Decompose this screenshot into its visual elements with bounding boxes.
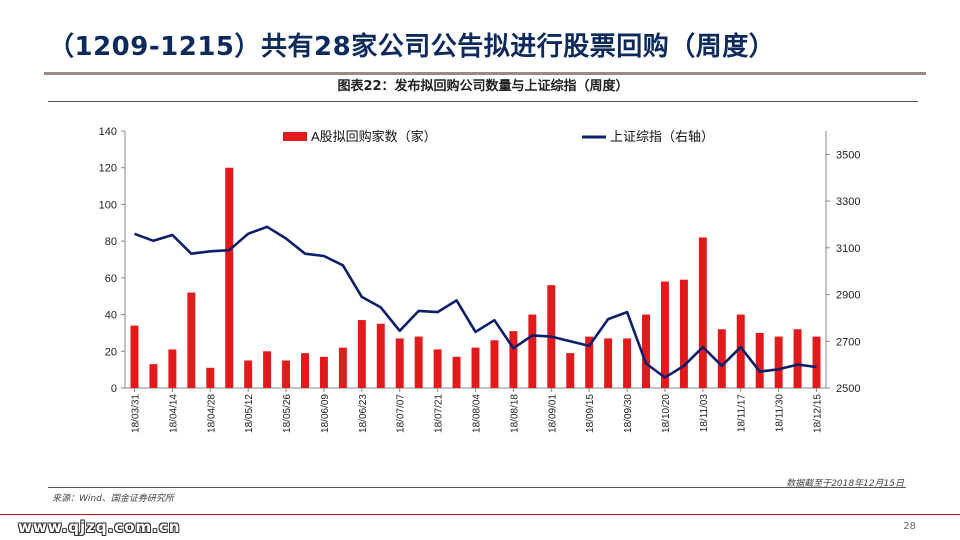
x-tick-label: 18/03/31 [130,394,141,433]
left-y-tick-label: 60 [105,273,117,285]
x-tick-label: 18/11/03 [699,394,710,433]
bar [509,331,518,388]
bar [755,332,764,388]
right-y-tick-label: 3100 [836,243,860,255]
right-y-tick-label: 2500 [836,383,860,395]
bar [357,320,366,388]
bar [263,351,272,388]
bar [490,340,499,388]
x-tick-label: 18/09/15 [585,394,596,433]
x-tick-label: 18/08/04 [472,394,483,433]
bar [585,336,594,388]
title-divider [44,72,926,75]
legend-line-label: 上证综指（右轴） [610,129,714,144]
right-y-tick-label: 3500 [836,149,860,161]
bar [244,360,253,388]
legend-bar-swatch [283,132,307,141]
bar [395,338,404,388]
page-title: （1209-1215）共有28家公司公告拟进行股票回购（周度） [48,32,776,62]
site-watermark: www.qjzq.com.cn [18,518,181,536]
left-y-tick-label: 0 [111,383,117,395]
left-y-tick-label: 40 [105,310,117,322]
bar [338,347,347,388]
bar [604,338,613,388]
bar [225,167,234,388]
bar [660,281,669,388]
bar [566,353,575,388]
left-y-tick-label: 120 [99,163,117,175]
bar [433,349,442,388]
right-y-tick-label: 3300 [836,196,860,208]
x-tick-label: 18/11/17 [737,394,748,433]
bar [187,292,196,388]
left-y-tick-label: 20 [105,346,117,358]
x-tick-label: 18/09/30 [623,394,634,433]
bar [149,364,158,388]
left-y-tick-label: 80 [105,236,117,248]
x-tick-label: 18/04/28 [206,394,217,433]
x-tick-label: 18/07/21 [434,394,445,433]
x-tick-label: 18/04/14 [168,394,179,433]
x-tick-label: 18/11/30 [775,394,786,433]
bar [812,336,821,388]
bar [282,360,291,388]
bar [471,347,480,388]
x-tick-label: 18/07/07 [396,394,407,433]
right-y-tick-label: 2900 [836,290,860,302]
x-tick-label: 18/12/15 [813,394,824,433]
legend-bar-label: A股拟回购家数（家） [311,129,437,144]
x-tick-label: 18/05/12 [244,394,255,433]
x-tick-label: 18/06/23 [358,394,369,433]
x-tick-label: 18/06/09 [320,394,331,433]
bar [698,237,707,388]
x-tick-label: 18/05/26 [282,394,293,433]
footer-divider [0,514,960,515]
left-y-tick-label: 100 [99,199,117,211]
left-y-tick-label: 140 [99,126,117,138]
bar [301,353,309,388]
x-tick-label: 18/10/20 [661,394,672,433]
data-cutoff-note: 数据截至于2018年12月15日 [786,479,904,489]
figure-title: 图表22：发布拟回购公司数量与上证综指（周度） [337,79,629,94]
figure-title-divider [48,101,918,102]
index-line [134,225,817,379]
bar [623,338,632,388]
bar [168,349,177,388]
page-number: 28 [903,521,916,532]
bar [414,336,423,388]
bar [736,314,745,388]
x-tick-label: 18/09/01 [547,394,558,433]
source-note: 来源：Wind、国金证券研究所 [52,494,174,504]
bar [130,325,139,388]
bar [642,314,650,388]
bar [319,356,328,388]
bar [528,314,537,388]
right-y-tick-label: 2700 [836,336,860,348]
bar [206,367,215,388]
bar [717,329,726,388]
bar [793,329,802,388]
bar [376,323,385,388]
bar [774,336,783,388]
bar [679,279,688,388]
source-divider [48,487,906,488]
bar [452,356,461,388]
x-tick-label: 18/08/18 [509,394,520,433]
